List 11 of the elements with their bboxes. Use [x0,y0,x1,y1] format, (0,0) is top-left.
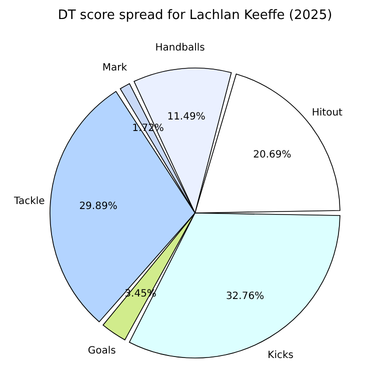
slice-label: Hitout [312,108,343,119]
slice-label: Tackle [13,196,45,207]
slice-label: Kicks [268,350,294,362]
data-label: 20.69% [253,149,292,160]
slice-label: Goals [88,345,116,356]
data-label: 29.89% [79,200,118,212]
data-label: 11.49% [167,111,206,122]
slice-label: Mark [102,62,128,74]
chart-title: DT score spread for Lachlan Keeffe (2025) [58,8,332,23]
slice-label: Handballs [155,42,205,54]
data-label: 32.76% [226,291,264,302]
